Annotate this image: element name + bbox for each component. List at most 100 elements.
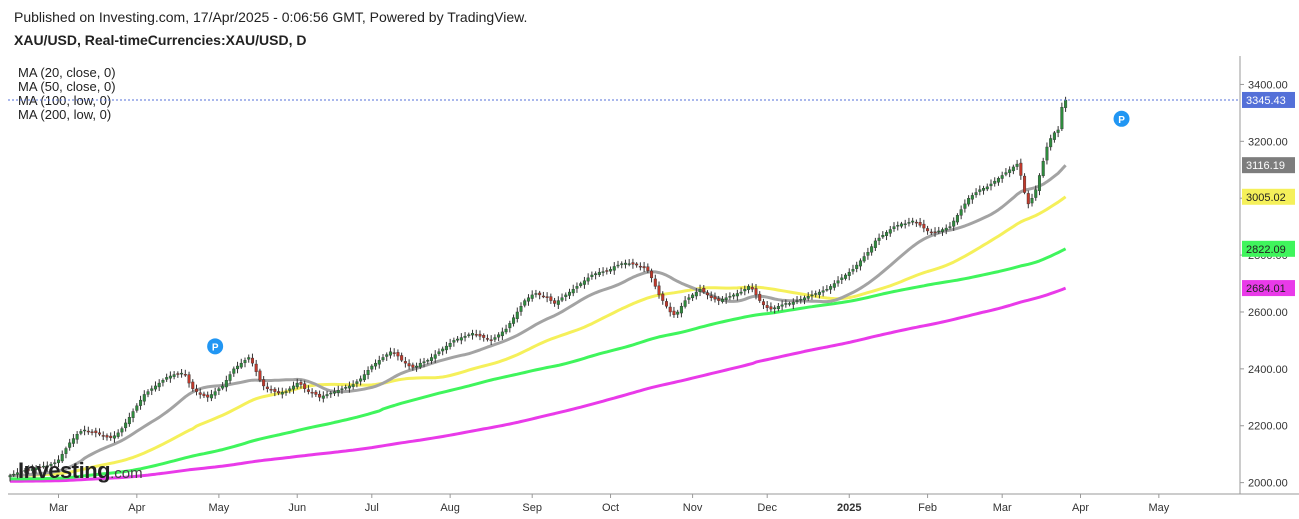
candle-body [474, 334, 478, 336]
candle-body [836, 280, 840, 284]
candle-body [694, 291, 698, 297]
candle-body [967, 198, 971, 205]
candle-body [269, 388, 273, 391]
candle-body [1008, 169, 1012, 173]
candle-body [784, 303, 788, 305]
y-tick-label: 2000.00 [1248, 478, 1288, 490]
candle-body [347, 385, 351, 389]
candle-body [612, 266, 616, 271]
ma-price-label-100: 2822.09 [1246, 244, 1286, 256]
candle-body [321, 395, 325, 399]
candle-body [396, 352, 400, 357]
y-tick-label: 3400.00 [1248, 79, 1288, 91]
candle-body [336, 389, 340, 393]
candle-body [370, 365, 374, 370]
candle-body [448, 343, 452, 347]
candle-body [616, 264, 620, 267]
candle-body [213, 391, 217, 396]
candle-body [131, 411, 135, 418]
candle-body [638, 265, 642, 268]
ma-price-label-20: 3116.19 [1246, 160, 1285, 172]
legend-ma100[interactable]: MA (100, low, 0) [18, 93, 112, 108]
candle-body [232, 368, 236, 374]
symbol-title: XAU/USD, Real-timeCurrencies:XAU/USD, D [14, 32, 307, 48]
x-tick-label: Feb [918, 502, 937, 514]
last-price-label-bg [1242, 91, 1295, 108]
candle-body [19, 471, 23, 474]
ma-price-label-50: 3005.02 [1246, 192, 1286, 204]
candle-body [456, 338, 460, 341]
investing-logo: Investing.com [18, 458, 143, 484]
y-tick-label: 2600.00 [1248, 307, 1288, 319]
candle-body [523, 300, 527, 306]
candle-body [429, 357, 433, 362]
candle-body [530, 294, 534, 299]
candle-body [403, 361, 407, 364]
indicator-legend: MA (20, close, 0) MA (50, close, 0) MA (… [18, 66, 116, 122]
legend-ma20[interactable]: MA (20, close, 0) [18, 65, 116, 80]
x-tick-label: Oct [602, 502, 619, 514]
x-tick-label: Mar [49, 502, 68, 514]
candle-body [944, 227, 948, 231]
candle-body [433, 354, 437, 359]
candle-body [955, 215, 959, 223]
candle-body [601, 271, 605, 273]
candle-body [1019, 162, 1023, 176]
candle-body [765, 305, 769, 308]
candle-body [702, 288, 706, 293]
candle-body [56, 459, 60, 464]
candle-body [534, 293, 538, 295]
candle-body [829, 286, 833, 290]
candle-body [497, 334, 501, 338]
candle-body [75, 434, 79, 440]
candle-body [579, 283, 583, 286]
candle-body [437, 351, 441, 355]
candle-body [568, 291, 572, 296]
candle-body [802, 297, 806, 301]
candle-body [374, 362, 378, 367]
candle-body [657, 285, 661, 296]
candle-body [23, 470, 27, 472]
candle-body [941, 229, 945, 232]
legend-ma50[interactable]: MA (50, close, 0) [18, 79, 116, 94]
candle-body [157, 382, 161, 388]
candle-body [855, 264, 859, 269]
candle-body [459, 337, 463, 341]
candle-body [709, 295, 713, 298]
candle-body [500, 331, 504, 337]
candle-body [105, 435, 109, 438]
candle-body [605, 270, 609, 272]
candle-body [1041, 161, 1045, 177]
candle-body [314, 391, 318, 395]
candle-body [661, 293, 665, 301]
candle-body [989, 183, 993, 187]
candle-body [911, 220, 915, 223]
x-tick-label: Apr [128, 502, 145, 514]
candle-body [545, 296, 549, 298]
x-tick-label: Sep [522, 502, 542, 514]
candle-body [381, 357, 385, 361]
candle-body [1060, 106, 1064, 130]
logo-text: Investing [18, 458, 111, 483]
candle-body [60, 453, 64, 462]
candle-body [650, 270, 654, 279]
candle-body [236, 365, 240, 370]
candle-body [851, 269, 855, 272]
candle-body [116, 432, 120, 437]
candle-body [914, 221, 918, 224]
candle-body [64, 448, 68, 454]
candle-body [541, 295, 545, 298]
candle-body [862, 256, 866, 262]
candle-body [15, 472, 19, 475]
candle-body [444, 345, 448, 351]
candle-body [90, 431, 94, 433]
candle-body [180, 372, 184, 375]
candle-body [739, 291, 743, 294]
candle-body [120, 428, 124, 433]
candle-body [858, 260, 862, 267]
legend-ma200[interactable]: MA (200, low, 0) [18, 107, 112, 122]
candle-body [8, 475, 12, 478]
candle-body [53, 462, 57, 464]
event-marker-label: P [212, 342, 219, 353]
